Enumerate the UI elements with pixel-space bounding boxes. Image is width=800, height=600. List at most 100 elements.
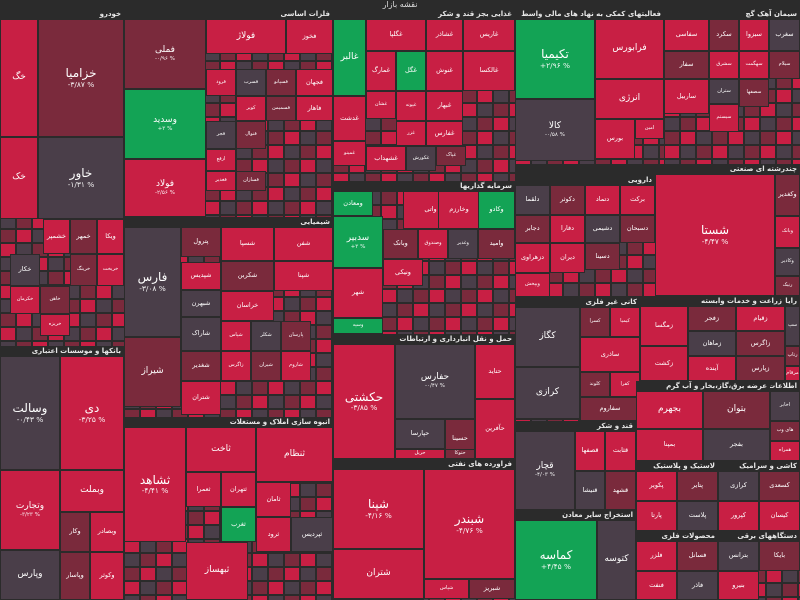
minor-stock-tile[interactable] bbox=[96, 285, 112, 299]
stock-tile[interactable]: غزر bbox=[396, 121, 426, 146]
stock-tile[interactable]: شستا -۴/۴۷ % bbox=[655, 174, 775, 296]
minor-stock-tile[interactable] bbox=[445, 303, 461, 317]
minor-stock-tile[interactable] bbox=[236, 409, 252, 417]
minor-stock-tile[interactable] bbox=[220, 409, 236, 417]
stock-tile[interactable]: شسپا bbox=[221, 227, 274, 261]
stock-tile[interactable]: غالکسا bbox=[463, 51, 515, 91]
stock-tile[interactable]: ارفع bbox=[206, 149, 236, 171]
minor-stock-tile[interactable] bbox=[140, 409, 156, 417]
stock-tile[interactable]: رتاپ bbox=[785, 346, 800, 366]
minor-stock-tile[interactable] bbox=[365, 117, 381, 131]
minor-stock-tile[interactable] bbox=[124, 581, 140, 595]
stock-tile[interactable]: سصفها bbox=[739, 79, 769, 107]
minor-stock-tile[interactable] bbox=[365, 173, 381, 181]
stock-tile[interactable]: خشمپر bbox=[43, 219, 70, 254]
stock-tile[interactable]: بورس bbox=[595, 119, 635, 159]
stock-tile[interactable]: فنفت bbox=[636, 571, 677, 600]
minor-stock-tile[interactable] bbox=[381, 289, 397, 303]
minor-stock-tile[interactable] bbox=[477, 289, 493, 303]
stock-tile[interactable]: دی -۳/۲۵ % bbox=[60, 356, 124, 470]
minor-stock-tile[interactable] bbox=[252, 381, 268, 395]
stock-tile[interactable]: بجهرم bbox=[636, 391, 703, 429]
stock-tile[interactable]: سپ bbox=[785, 306, 800, 346]
stock-tile[interactable]: خگ bbox=[0, 19, 38, 137]
stock-tile[interactable]: رنیک bbox=[775, 276, 800, 296]
stock-tile[interactable]: فسپانو bbox=[266, 69, 296, 96]
minor-stock-tile[interactable] bbox=[220, 215, 236, 217]
stock-tile[interactable]: ثرود bbox=[256, 517, 291, 552]
minor-stock-tile[interactable] bbox=[252, 553, 268, 567]
stock-tile[interactable]: دسینا bbox=[585, 243, 620, 270]
stock-tile[interactable]: وبملت bbox=[60, 470, 124, 512]
minor-stock-tile[interactable] bbox=[204, 525, 220, 539]
minor-stock-tile[interactable] bbox=[300, 297, 316, 311]
minor-stock-tile[interactable] bbox=[316, 497, 332, 511]
minor-stock-tile[interactable] bbox=[664, 117, 680, 131]
stock-tile[interactable]: غشهداب bbox=[366, 146, 406, 171]
minor-stock-tile[interactable] bbox=[776, 103, 792, 117]
minor-stock-tile[interactable] bbox=[112, 285, 124, 299]
minor-stock-tile[interactable] bbox=[461, 275, 477, 289]
minor-stock-tile[interactable] bbox=[80, 341, 96, 346]
stock-tile[interactable]: وکغدیر bbox=[775, 174, 800, 216]
stock-tile[interactable]: ومعادن bbox=[333, 191, 373, 216]
stock-tile[interactable]: حکشتی -۳/۸۵ % bbox=[333, 344, 395, 459]
minor-stock-tile[interactable] bbox=[429, 173, 445, 181]
minor-stock-tile[interactable] bbox=[332, 173, 333, 187]
minor-stock-tile[interactable] bbox=[493, 289, 509, 303]
minor-stock-tile[interactable] bbox=[365, 131, 381, 145]
minor-stock-tile[interactable] bbox=[284, 581, 300, 595]
stock-tile[interactable]: غگلپا bbox=[366, 19, 426, 51]
stock-tile[interactable]: ثامان bbox=[256, 482, 291, 517]
stock-tile[interactable]: زفجر bbox=[688, 306, 736, 331]
minor-stock-tile[interactable] bbox=[80, 313, 96, 327]
stock-tile[interactable]: دیران bbox=[550, 243, 585, 273]
minor-stock-tile[interactable] bbox=[461, 103, 477, 117]
stock-tile[interactable]: غدشت bbox=[333, 96, 366, 141]
minor-stock-tile[interactable] bbox=[268, 131, 284, 145]
stock-tile[interactable]: وبانک bbox=[775, 216, 800, 248]
stock-tile[interactable]: شکلر bbox=[251, 321, 281, 351]
stock-tile[interactable]: پتایر bbox=[677, 471, 718, 501]
minor-stock-tile[interactable] bbox=[611, 159, 627, 164]
minor-stock-tile[interactable] bbox=[477, 275, 493, 289]
stock-tile[interactable]: کالا -۰/۵۸ % bbox=[515, 99, 595, 161]
minor-stock-tile[interactable] bbox=[696, 145, 712, 159]
minor-stock-tile[interactable] bbox=[643, 269, 655, 283]
stock-tile[interactable]: ستران bbox=[709, 79, 739, 104]
minor-stock-tile[interactable] bbox=[413, 173, 429, 181]
stock-tile[interactable]: غبهار bbox=[426, 91, 463, 121]
stock-tile[interactable]: ساربیل bbox=[664, 79, 709, 114]
minor-stock-tile[interactable] bbox=[316, 131, 332, 145]
minor-stock-tile[interactable] bbox=[477, 103, 493, 117]
minor-stock-tile[interactable] bbox=[332, 187, 333, 201]
stock-tile[interactable]: غمارگ bbox=[366, 51, 396, 91]
stock-tile[interactable]: پلاست bbox=[677, 501, 718, 531]
minor-stock-tile[interactable] bbox=[188, 525, 204, 539]
minor-stock-tile[interactable] bbox=[300, 483, 316, 497]
stock-tile[interactable]: وتجارت -۳/۲۳ % bbox=[0, 470, 60, 550]
minor-stock-tile[interactable] bbox=[744, 145, 760, 159]
minor-stock-tile[interactable] bbox=[156, 553, 172, 567]
stock-tile[interactable]: کویر bbox=[236, 96, 266, 121]
stock-tile[interactable]: فاهار bbox=[296, 96, 333, 121]
minor-stock-tile[interactable] bbox=[760, 145, 776, 159]
minor-stock-tile[interactable] bbox=[80, 327, 96, 341]
stock-tile[interactable]: شبندر -۴/۷۶ % bbox=[424, 469, 515, 579]
stock-tile[interactable]: کگاز bbox=[515, 307, 580, 367]
minor-stock-tile[interactable] bbox=[156, 567, 172, 581]
stock-tile[interactable]: غگل bbox=[396, 51, 426, 91]
stock-tile[interactable]: شپاس bbox=[221, 321, 251, 351]
minor-stock-tile[interactable] bbox=[188, 511, 204, 525]
minor-stock-tile[interactable] bbox=[156, 595, 172, 600]
stock-tile[interactable]: وکادو bbox=[478, 191, 515, 229]
minor-stock-tile[interactable] bbox=[579, 283, 595, 297]
stock-tile[interactable]: غپونه bbox=[396, 91, 426, 121]
minor-stock-tile[interactable] bbox=[627, 283, 643, 297]
minor-stock-tile[interactable] bbox=[445, 275, 461, 289]
minor-stock-tile[interactable] bbox=[300, 215, 316, 217]
stock-tile[interactable]: قچار -۴/۰۳ % bbox=[515, 431, 575, 510]
minor-stock-tile[interactable] bbox=[493, 89, 509, 103]
stock-tile[interactable]: شیراز bbox=[124, 337, 181, 407]
stock-tile[interactable]: ثشاهد -۴/۴۱ % bbox=[124, 427, 186, 542]
